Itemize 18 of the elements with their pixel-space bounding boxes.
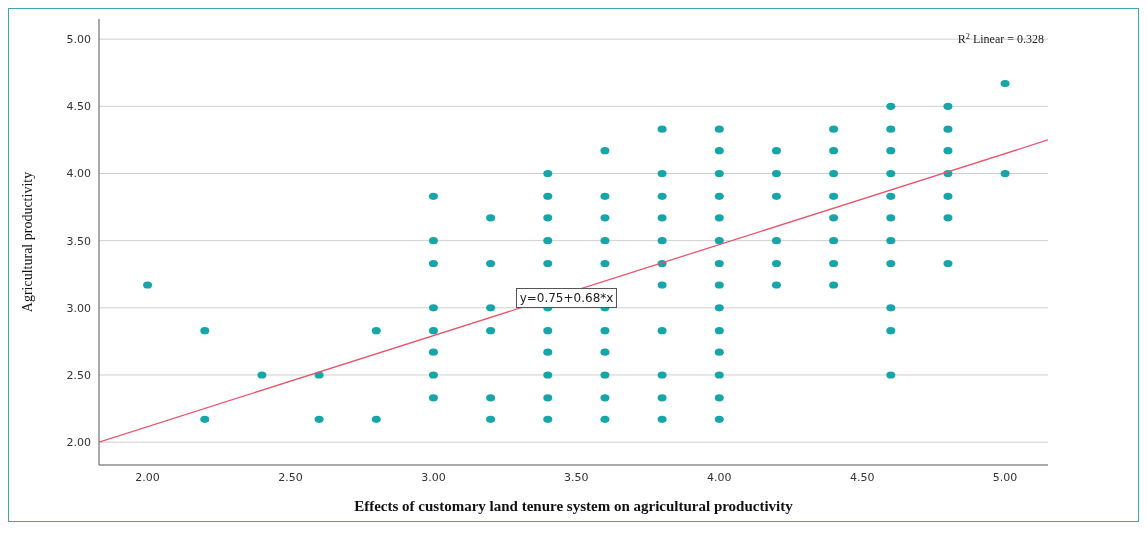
y-axis-title: Agricultural productivity (19, 171, 35, 313)
y-tick-label: 4.00 (66, 167, 91, 181)
x-tick-label: 2.00 (135, 470, 160, 484)
x-tick-label: 4.00 (707, 470, 732, 484)
x-axis-title: Effects of customary land tenure system on agricultural productivity (354, 498, 794, 514)
x-tick-label: 5.00 (992, 470, 1018, 484)
annotation: y=0.75+0.68*x (519, 291, 614, 305)
x-tick-label: 3.50 (564, 470, 589, 484)
x-tick-label: 3.00 (421, 470, 446, 484)
y-tick-label: 5.00 (66, 33, 91, 47)
y-tick-label: 2.00 (66, 436, 91, 450)
x-tick-label: 2.50 (278, 470, 303, 484)
y-tick-label: 3.00 (66, 301, 91, 315)
y-tick-label: 2.50 (66, 368, 91, 382)
annotation: R$^{2}$ Linear = 0.328 (957, 31, 1044, 46)
y-tick-label: 4.50 (66, 100, 91, 114)
x-tick-label: 4.50 (849, 470, 875, 484)
y-tick-label: 3.50 (66, 234, 91, 248)
